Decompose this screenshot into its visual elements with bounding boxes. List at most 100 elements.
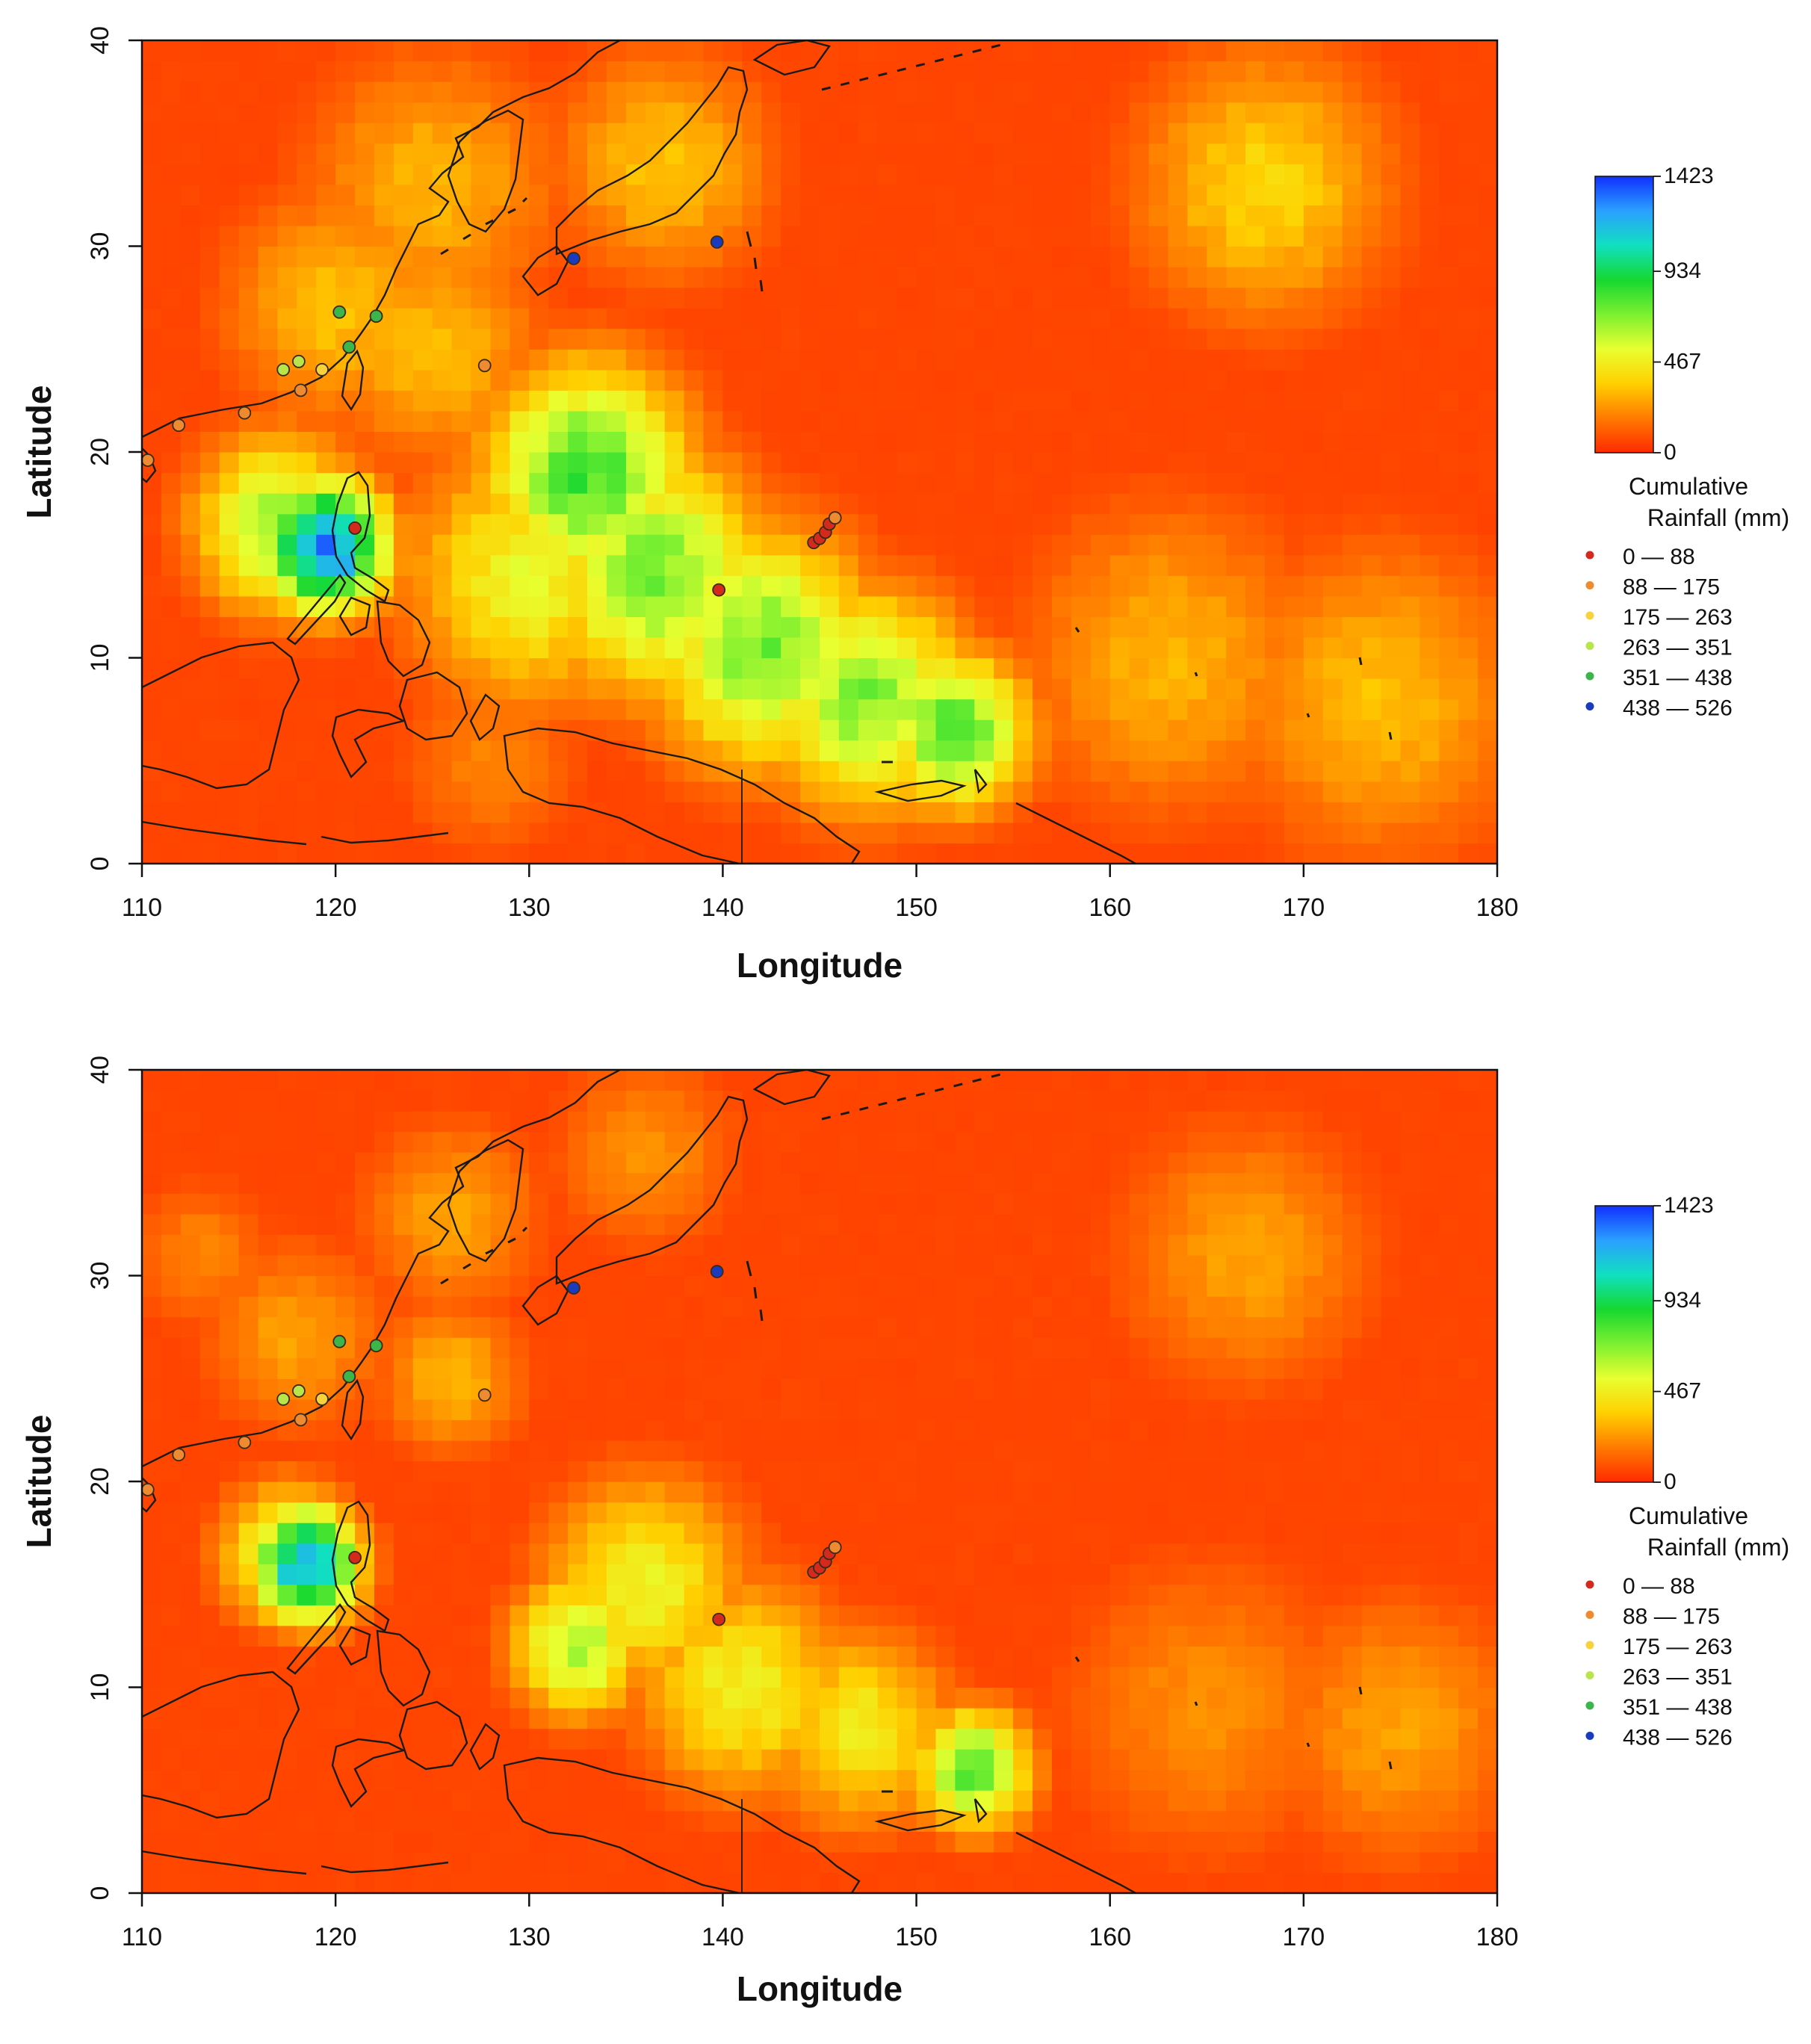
heat-cell	[839, 740, 859, 761]
heat-cell	[936, 1585, 956, 1605]
heat-cell	[471, 843, 492, 864]
heat-cell	[1284, 267, 1304, 288]
heat-cell	[878, 1873, 898, 1894]
heat-cell	[413, 1461, 433, 1481]
station-point	[343, 341, 355, 353]
heat-cell	[897, 452, 917, 473]
heat-cell	[878, 81, 898, 102]
heat-cell	[1091, 1378, 1111, 1399]
heat-cell	[800, 1378, 820, 1399]
heat-cell	[142, 288, 162, 309]
heat-cell	[781, 823, 801, 843]
heat-cell	[761, 1831, 781, 1852]
heat-cell	[433, 534, 453, 555]
heat-cell	[161, 1276, 182, 1297]
heat-cell	[1052, 1523, 1072, 1543]
heat-cell	[1362, 555, 1382, 576]
heat-cell	[529, 802, 549, 823]
heat-cell	[239, 1564, 259, 1585]
heat-cell	[239, 616, 259, 637]
heat-cell	[1013, 1399, 1033, 1420]
heat-cell	[761, 637, 781, 658]
heat-cell	[1110, 288, 1130, 309]
heat-cell	[587, 1152, 607, 1173]
heat-cell	[1458, 390, 1479, 411]
heat-cell	[587, 1091, 607, 1112]
heat-cell	[239, 699, 259, 720]
heat-cell	[722, 740, 743, 761]
heat-cell	[394, 1214, 414, 1235]
heat-cell	[413, 102, 433, 123]
heat-cell	[974, 1852, 994, 1873]
heat-cell	[994, 349, 1014, 370]
heat-cell	[568, 1193, 588, 1214]
heat-cell	[1033, 185, 1053, 205]
heat-cell	[761, 1585, 781, 1605]
heat-cell	[665, 267, 685, 288]
heat-cell	[1110, 596, 1130, 617]
heat-cell	[1304, 61, 1324, 82]
heat-cell	[548, 1461, 569, 1481]
heat-cell	[374, 123, 394, 143]
heat-cell	[858, 1873, 879, 1894]
heat-cell	[510, 1523, 530, 1543]
heat-cell	[704, 288, 724, 309]
heat-cell	[607, 575, 627, 596]
heat-cell	[858, 616, 879, 637]
heat-cell	[994, 1399, 1014, 1420]
heat-cell	[626, 1646, 646, 1667]
heat-cell	[433, 1770, 453, 1791]
heat-cell	[936, 1337, 956, 1358]
heat-cell	[277, 781, 297, 802]
heat-cell	[1110, 1873, 1130, 1894]
heat-cell	[355, 1173, 375, 1194]
heat-cell	[607, 349, 627, 370]
heat-cell	[1091, 329, 1111, 350]
heat-cell	[858, 843, 879, 864]
heat-cell	[974, 164, 994, 185]
heat-cell	[761, 1543, 781, 1564]
heat-cell	[1091, 143, 1111, 164]
heat-cell	[433, 1440, 453, 1461]
heat-cell	[491, 247, 511, 267]
heat-cell	[800, 514, 820, 535]
heat-cell	[626, 1626, 646, 1647]
heat-cell	[1439, 452, 1459, 473]
heat-cell	[1265, 719, 1285, 740]
heat-cell	[1284, 823, 1304, 843]
heat-cell	[1362, 411, 1382, 432]
heat-cell	[1265, 740, 1285, 761]
heat-cell	[955, 1440, 975, 1461]
heat-cell	[936, 288, 956, 309]
colorbar-title: Cumulative	[1629, 473, 1748, 500]
heat-cell	[587, 658, 607, 679]
heat-cell	[684, 1626, 705, 1647]
heat-cell	[1362, 143, 1382, 164]
heat-cell	[800, 1193, 820, 1214]
heat-cell	[394, 81, 414, 102]
heat-cell	[181, 1585, 200, 1605]
heat-cell	[1052, 1193, 1072, 1214]
heat-cell	[858, 1152, 879, 1173]
heat-cell	[1052, 267, 1072, 288]
heat-cell	[277, 431, 297, 452]
heat-cell	[1013, 740, 1033, 761]
heat-cell	[1168, 452, 1189, 473]
heat-cell	[568, 1111, 588, 1132]
heat-cell	[1458, 40, 1479, 61]
heat-cell	[1149, 534, 1169, 555]
heat-cell	[994, 1729, 1014, 1750]
heat-cell	[200, 719, 220, 740]
heat-cell	[936, 740, 956, 761]
heat-cell	[1071, 411, 1092, 432]
heat-cell	[820, 81, 840, 102]
heat-cell	[820, 1152, 840, 1173]
heat-cell	[607, 1234, 627, 1255]
heat-cell	[1439, 349, 1459, 370]
heat-cell	[897, 1193, 917, 1214]
heat-cell	[1033, 699, 1053, 720]
heat-cell	[200, 81, 220, 102]
heat-cell	[878, 1543, 898, 1564]
heat-cell	[1091, 349, 1111, 370]
